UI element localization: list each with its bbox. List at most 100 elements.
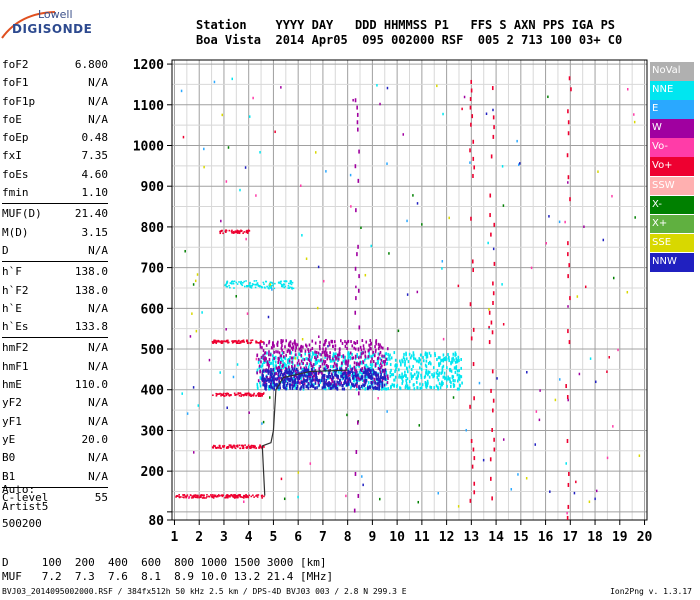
echo-point bbox=[349, 357, 352, 361]
param-row: D N/A bbox=[2, 242, 108, 260]
echo-point bbox=[299, 381, 301, 385]
noise-point bbox=[457, 284, 460, 288]
echo-point bbox=[221, 340, 224, 342]
echo-point bbox=[297, 369, 299, 373]
param-value: 4.60 bbox=[81, 167, 109, 181]
echo-point bbox=[222, 446, 224, 448]
echo-point bbox=[206, 494, 208, 496]
echo-point bbox=[336, 353, 339, 357]
echo-point bbox=[400, 375, 403, 379]
echo-point bbox=[306, 357, 309, 361]
x-tick-label: 14 bbox=[488, 530, 504, 545]
echo-point bbox=[370, 360, 372, 364]
echo-point bbox=[258, 342, 260, 344]
echo-point bbox=[385, 382, 388, 386]
echo-point bbox=[305, 357, 308, 361]
echo-point bbox=[370, 347, 372, 351]
echo-point bbox=[224, 230, 227, 233]
echo-point bbox=[212, 444, 215, 447]
interference-point bbox=[354, 266, 357, 271]
echo-point bbox=[311, 355, 313, 359]
echo-point bbox=[193, 494, 195, 497]
echo-point bbox=[279, 282, 282, 285]
echo-point bbox=[412, 353, 415, 357]
x-tick-label: 2 bbox=[195, 530, 203, 545]
echo-point bbox=[194, 496, 197, 498]
noise-point bbox=[267, 315, 270, 319]
echo-point bbox=[378, 381, 380, 385]
echo-point bbox=[268, 339, 271, 343]
interference-point bbox=[356, 384, 358, 389]
echo-point bbox=[331, 344, 334, 348]
echo-point bbox=[302, 382, 304, 386]
interference-point bbox=[493, 447, 496, 452]
echo-point bbox=[251, 339, 254, 341]
echo-point bbox=[235, 340, 238, 343]
echo-point bbox=[271, 380, 274, 384]
echo-point bbox=[440, 359, 442, 363]
noise-point bbox=[232, 375, 235, 379]
echo-point bbox=[306, 383, 309, 387]
echo-point bbox=[367, 381, 370, 385]
echo-point bbox=[269, 382, 272, 386]
echo-point bbox=[254, 283, 256, 286]
echo-point bbox=[305, 374, 307, 378]
echo-point bbox=[447, 353, 449, 357]
echo-point bbox=[394, 370, 396, 374]
echo-point bbox=[223, 395, 225, 397]
echo-point bbox=[370, 371, 372, 375]
param-label: yE bbox=[2, 432, 16, 446]
noise-point bbox=[188, 496, 190, 499]
echo-point bbox=[373, 370, 375, 374]
interference-point bbox=[356, 105, 358, 110]
echo-point bbox=[314, 358, 317, 362]
echo-point bbox=[287, 373, 290, 377]
noise-point bbox=[259, 151, 261, 154]
echo-point bbox=[309, 373, 312, 377]
echo-point bbox=[291, 360, 293, 364]
echo-point bbox=[432, 375, 434, 379]
echo-point bbox=[311, 346, 314, 350]
echo-point bbox=[302, 370, 304, 374]
echo-point bbox=[328, 381, 330, 385]
echo-point bbox=[194, 494, 197, 496]
echo-point bbox=[406, 370, 409, 374]
echo-point bbox=[311, 339, 314, 343]
interference-point bbox=[357, 493, 360, 498]
echo-point bbox=[338, 351, 341, 355]
noise-point bbox=[297, 471, 300, 474]
echo-point bbox=[240, 395, 242, 397]
echo-point bbox=[250, 339, 252, 342]
echo-point bbox=[324, 368, 327, 372]
echo-point bbox=[386, 347, 389, 351]
echo-point bbox=[283, 280, 286, 282]
echo-point bbox=[260, 447, 263, 449]
echo-point bbox=[347, 355, 350, 359]
echo-point bbox=[347, 339, 350, 343]
echo-point bbox=[333, 359, 336, 363]
param-label: foEs bbox=[2, 167, 29, 181]
echo-point bbox=[231, 229, 233, 232]
echo-point bbox=[327, 375, 330, 379]
noise-point bbox=[501, 283, 503, 286]
noise-point bbox=[305, 257, 308, 260]
echo-point bbox=[360, 375, 363, 379]
echo-point bbox=[384, 360, 386, 364]
echo-point bbox=[315, 353, 318, 357]
echo-point bbox=[225, 282, 228, 285]
echo-point bbox=[339, 380, 342, 384]
echo-point bbox=[289, 383, 292, 387]
echo-point bbox=[235, 496, 237, 499]
echo-point bbox=[330, 386, 333, 390]
echo-point bbox=[379, 370, 382, 374]
echo-point bbox=[277, 361, 280, 365]
echo-point bbox=[282, 285, 284, 288]
echo-point bbox=[330, 339, 333, 343]
interference-point bbox=[470, 216, 472, 221]
echo-point bbox=[270, 367, 272, 371]
noise-point bbox=[576, 295, 579, 298]
echo-point bbox=[435, 384, 438, 388]
echo-point bbox=[226, 280, 229, 283]
echo-point bbox=[250, 341, 253, 344]
echo-point bbox=[308, 359, 311, 363]
